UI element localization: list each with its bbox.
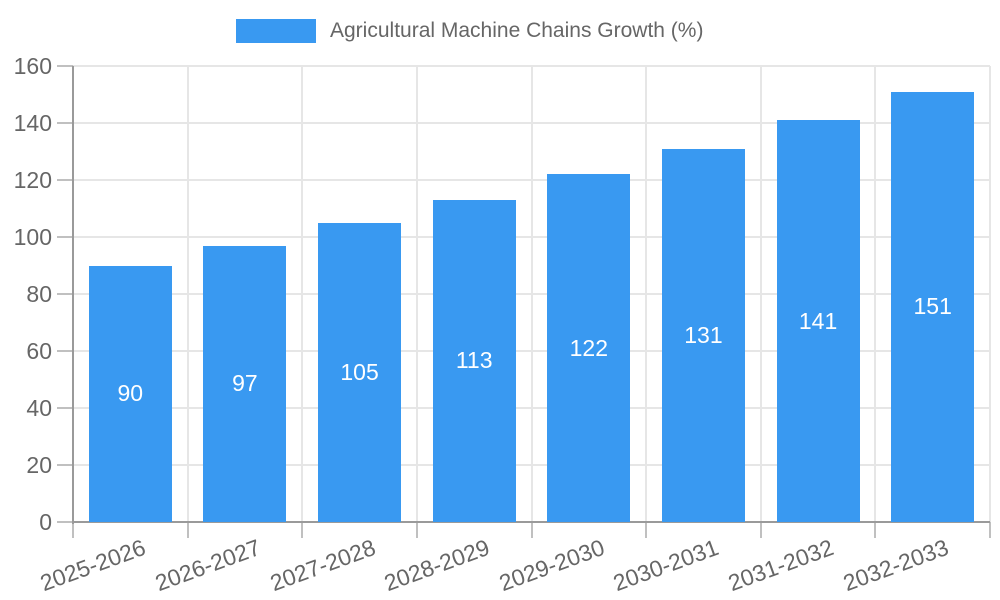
legend-swatch bbox=[236, 19, 316, 43]
y-tick-mark bbox=[57, 65, 73, 67]
bar: 151 bbox=[891, 91, 975, 522]
bar: 105 bbox=[318, 222, 402, 522]
bar-value-label: 151 bbox=[913, 293, 952, 320]
bar-value-label: 122 bbox=[569, 334, 608, 361]
bar-value-label: 113 bbox=[455, 347, 493, 374]
v-gridline bbox=[759, 66, 762, 522]
y-tick-mark bbox=[57, 293, 73, 295]
bar-value-label: 141 bbox=[798, 307, 838, 334]
x-tick-mark bbox=[874, 522, 877, 538]
x-tick-mark bbox=[759, 522, 762, 538]
y-tick-label: 40 bbox=[26, 395, 52, 421]
bar: 97 bbox=[203, 245, 287, 522]
v-gridline bbox=[989, 66, 991, 522]
bar-value-label: 131 bbox=[684, 321, 723, 348]
y-tick-mark bbox=[57, 521, 73, 523]
bar-value-label: 90 bbox=[117, 380, 144, 407]
y-tick-label: 140 bbox=[13, 110, 52, 136]
y-axis-line bbox=[72, 66, 74, 524]
bar: 90 bbox=[88, 265, 172, 522]
v-gridline bbox=[186, 66, 189, 522]
y-tick-label: 0 bbox=[39, 509, 52, 535]
x-tick-mark bbox=[72, 522, 74, 538]
bar: 122 bbox=[547, 174, 631, 522]
v-gridline bbox=[874, 66, 877, 522]
x-tick-mark bbox=[186, 522, 189, 538]
y-tick-label: 80 bbox=[26, 281, 52, 307]
x-tick-mark bbox=[530, 522, 533, 538]
y-tick-mark bbox=[57, 122, 73, 124]
x-axis-line bbox=[73, 521, 990, 523]
y-tick-label: 120 bbox=[13, 167, 52, 193]
x-tick-mark bbox=[989, 522, 991, 538]
bar: 131 bbox=[661, 148, 745, 522]
v-gridline bbox=[530, 66, 533, 522]
x-tick-mark bbox=[415, 522, 418, 538]
bar-value-label: 97 bbox=[232, 370, 258, 397]
y-tick-mark bbox=[57, 464, 73, 466]
y-tick-label: 100 bbox=[13, 224, 52, 250]
y-tick-mark bbox=[57, 407, 73, 409]
bar: 141 bbox=[776, 120, 860, 522]
v-gridline bbox=[645, 66, 648, 522]
plot-area: 0 20 40 60 80 100 120 140 160 2025-2026 2026-2027 2… bbox=[14, 53, 991, 596]
y-tick-mark bbox=[57, 350, 73, 352]
y-tick-label: 20 bbox=[26, 452, 52, 478]
legend-label: Agricultural Machine Chains Growth (%) bbox=[330, 19, 704, 42]
y-tick-mark bbox=[57, 179, 73, 181]
legend[interactable]: Agricultural Machine Chains Growth (%) bbox=[236, 19, 703, 43]
y-tick-mark bbox=[57, 236, 73, 238]
x-tick-mark bbox=[301, 522, 304, 538]
y-tick-label: 160 bbox=[13, 53, 52, 79]
bar: 113 bbox=[432, 199, 516, 522]
v-gridline bbox=[415, 66, 418, 522]
bar-value-label: 105 bbox=[340, 358, 379, 385]
x-tick-mark bbox=[645, 522, 648, 538]
v-gridline bbox=[301, 66, 304, 522]
y-tick-label: 60 bbox=[26, 338, 52, 364]
